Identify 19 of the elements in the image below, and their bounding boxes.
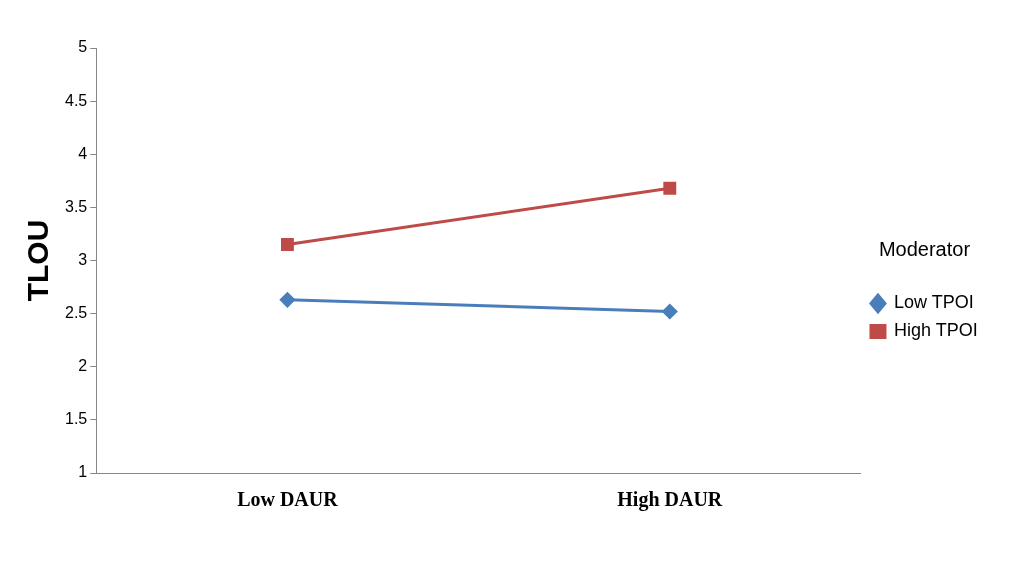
point [663, 181, 677, 195]
y-tick-label: 4.5 [64, 91, 88, 109]
y-tick-label: 4 [78, 144, 88, 162]
y-tick-label: 3.5 [64, 197, 88, 215]
point [279, 292, 295, 308]
y-tick-label: 2 [78, 357, 88, 375]
y-tick-label: 3 [78, 250, 88, 268]
y-tick-label: 1 [78, 463, 88, 481]
point [280, 238, 294, 252]
y-tick-label: 2.5 [64, 304, 88, 322]
y-tick-label: 5 [78, 38, 88, 56]
legend-label: Low TPOI [893, 292, 974, 313]
y-tick-label: 1.5 [64, 410, 88, 428]
y-axis-title: TLOU [21, 219, 55, 302]
point [662, 304, 678, 319]
x-tick-label: Low DAUR [237, 488, 339, 511]
legend-title: Moderator [878, 238, 971, 261]
x-tick-label: High DAUR [617, 488, 723, 512]
legend-label: High TPOI [893, 320, 978, 341]
